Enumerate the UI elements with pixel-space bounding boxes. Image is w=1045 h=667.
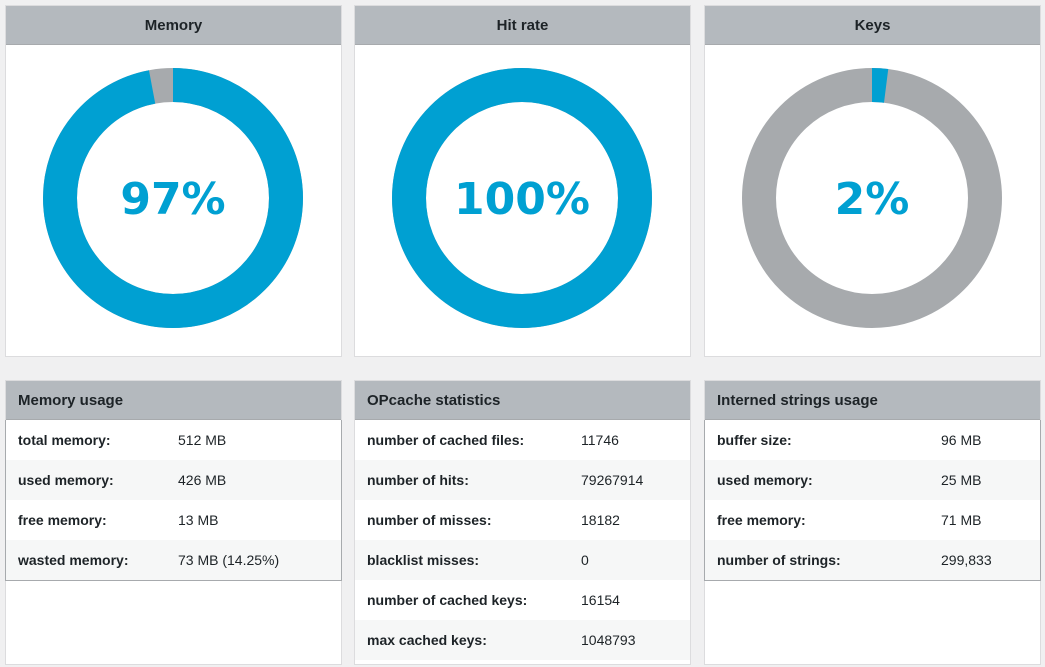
table-row: number of strings: 299,833 xyxy=(705,540,1040,580)
keys-donut-chart: 2% xyxy=(742,68,1002,328)
table-row: used memory: 25 MB xyxy=(705,460,1040,500)
row-key: used memory: xyxy=(6,460,178,500)
row-key: max cached keys: xyxy=(355,620,581,660)
row-key: used memory: xyxy=(705,460,941,500)
row-key: blacklist misses: xyxy=(355,540,581,580)
memory-percent: 97% xyxy=(120,174,225,225)
memory-usage-panel: Memory usage total memory: 512 MB used me… xyxy=(5,380,342,665)
keys-donut-arc xyxy=(742,68,1002,328)
memory-donut-arc xyxy=(43,68,303,328)
row-value: 0 xyxy=(581,540,690,580)
row-value: 25 MB xyxy=(941,460,1040,500)
interned-strings-table: buffer size: 96 MB used memory: 25 MB free… xyxy=(705,420,1040,580)
table-row: buffer size: 96 MB xyxy=(705,420,1040,460)
row-value: 79267914 xyxy=(581,460,690,500)
hit-rate-gauge-panel: Hit rate 100% xyxy=(354,5,691,357)
row-value: 16154 xyxy=(581,592,620,608)
table-row: blacklist misses: 0 xyxy=(355,540,690,580)
memory-usage-table: total memory: 512 MB used memory: 426 MB f… xyxy=(6,420,341,580)
keys-percent: 2% xyxy=(835,174,910,225)
row-key: number of misses: xyxy=(367,512,492,528)
table-row: number of cached keys: 16154 xyxy=(355,580,690,620)
row-key: number of cached files: xyxy=(367,432,525,448)
table-row: wasted memory: 73 MB (14.25%) xyxy=(6,540,341,580)
row-key: number of cached keys: xyxy=(367,592,528,608)
row-value: 73 MB (14.25%) xyxy=(178,540,341,580)
row-key: wasted memory: xyxy=(6,540,178,580)
row-key: total memory: xyxy=(18,432,111,448)
row-value: 299,833 xyxy=(941,540,1040,580)
row-key: free memory: xyxy=(717,512,806,528)
row-value: 71 MB xyxy=(941,512,982,528)
row-value: 1048793 xyxy=(581,620,690,660)
row-value: 512 MB xyxy=(178,432,227,448)
row-value: 11746 xyxy=(581,432,619,448)
table-row: max cached keys: 1048793 xyxy=(355,620,690,660)
memory-donut-chart: 97% xyxy=(43,68,303,328)
hit-rate-gauge-title: Hit rate xyxy=(355,6,690,45)
table-row: used memory: 426 MB xyxy=(6,460,341,500)
row-value: 13 MB xyxy=(178,512,219,528)
table-row: free memory: 13 MB xyxy=(6,500,341,540)
keys-gauge-panel: Keys 2% xyxy=(704,5,1041,357)
table-row: number of cached files: 11746 xyxy=(355,420,690,460)
row-key: free memory: xyxy=(18,512,107,528)
memory-usage-title: Memory usage xyxy=(6,381,341,420)
hit-rate-donut-chart: 100% xyxy=(392,68,652,328)
opcache-statistics-panel: OPcache statistics number of cached file… xyxy=(354,380,691,665)
row-key: number of strings: xyxy=(705,540,941,580)
hit-rate-percent: 100% xyxy=(454,174,590,225)
table-row: free memory: 71 MB xyxy=(705,500,1040,540)
row-value: 96 MB xyxy=(941,432,982,448)
table-row: number of misses: 18182 xyxy=(355,500,690,540)
table-row: number of hits: 79267914 xyxy=(355,460,690,500)
row-key: number of hits: xyxy=(355,460,581,500)
row-value: 426 MB xyxy=(178,460,341,500)
keys-gauge-title: Keys xyxy=(705,6,1040,45)
interned-strings-title: Interned strings usage xyxy=(705,381,1040,420)
table-row: total memory: 512 MB xyxy=(6,420,341,460)
memory-gauge-title: Memory xyxy=(6,6,341,45)
opcache-statistics-table: number of cached files: 11746 number of h… xyxy=(355,420,690,660)
interned-strings-panel: Interned strings usage buffer size: 96 MB… xyxy=(704,380,1041,665)
memory-gauge-panel: Memory 97% xyxy=(5,5,342,357)
row-key: buffer size: xyxy=(717,432,792,448)
hit-rate-donut-arc xyxy=(392,68,652,328)
row-value: 18182 xyxy=(581,512,620,528)
opcache-statistics-title: OPcache statistics xyxy=(355,381,690,420)
